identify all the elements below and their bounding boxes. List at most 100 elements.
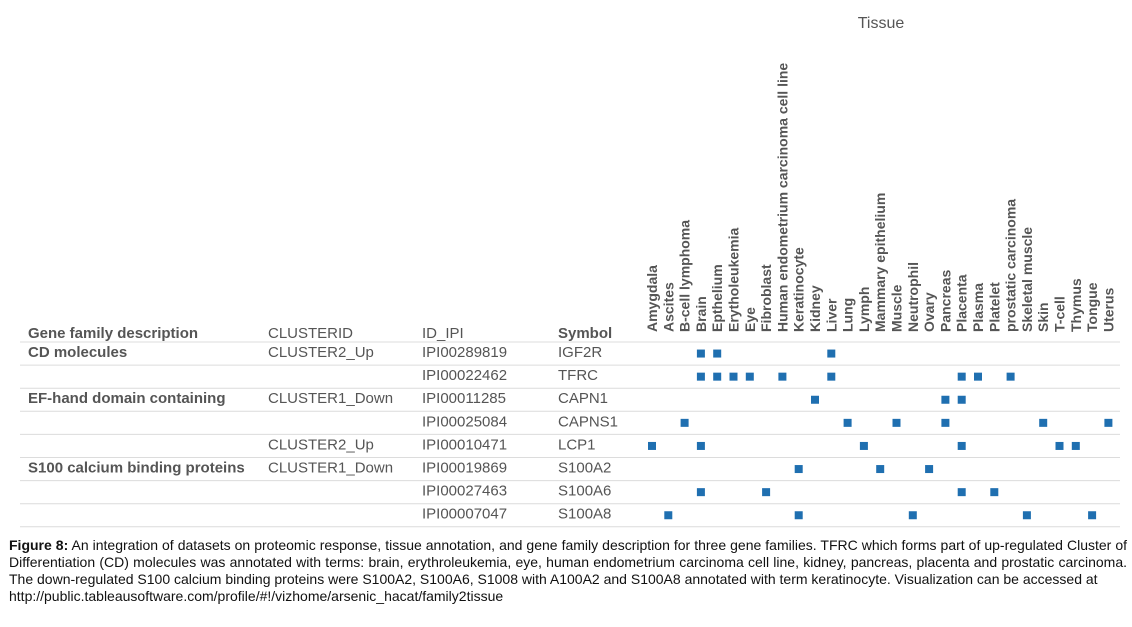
marker-s100a2-keratinocyte [794, 465, 803, 474]
cell-symbol: TFRC [558, 367, 598, 384]
marker-s100a6-brain [696, 488, 705, 497]
header-symbol: Symbol [558, 325, 612, 342]
cell-clusterid: CLUSTER1_Down [268, 390, 393, 407]
tissue-label-skin: Skin [1035, 302, 1051, 332]
cell-symbol: IGF2R [558, 344, 602, 361]
marker-tfrc-brain [696, 372, 705, 381]
tissue-label-ascites: Ascites [660, 282, 676, 332]
marker-s100a2-mammary-epithelium [876, 465, 885, 474]
marker-capns1-muscle [892, 418, 901, 427]
row-dividers [20, 341, 1120, 528]
tissue-markers [648, 349, 1113, 520]
tissue-labels: Amygdala Ascites B-cell lymphoma Brain Epthe… [644, 63, 1116, 332]
marker-capns1-uterus [1104, 418, 1113, 427]
marker-tfrc-eye [745, 372, 754, 381]
cell-symbol: CAPNS1 [558, 413, 618, 430]
cell-clusterid: CLUSTER1_Down [268, 460, 393, 477]
marker-s100a8-skeletal-muscle [1022, 511, 1031, 520]
tissue-label-skeletal-muscle: Skeletal muscle [1019, 227, 1035, 332]
table-rows: CD molecules CLUSTER2_Up IPI00289819 IGF2R I… [28, 344, 618, 523]
cell-id-ipi: IPI00025084 [422, 413, 507, 430]
marker-capns1-b-cell-lymphoma [680, 418, 689, 427]
cell-symbol: CAPN1 [558, 390, 608, 407]
cell-clusterid: CLUSTER2_Up [268, 436, 374, 453]
marker-igf2r-epthelium [713, 349, 722, 358]
tissue-label-liver: Liver [823, 298, 839, 332]
cell-symbol: S100A2 [558, 460, 611, 477]
column-headers: Gene family description CLUSTERID ID_IPI… [28, 325, 612, 342]
marker-tfrc-plasma [974, 372, 982, 381]
tissue-label-kidney: Kidney [807, 285, 823, 332]
marker-tfrc-placenta [957, 372, 966, 381]
tissue-label-b-cell-lymphoma: B-cell lymphoma [677, 220, 693, 332]
cell-id-ipi: IPI00010471 [422, 436, 507, 453]
tissue-label-platelet: Platelet [986, 282, 1002, 332]
tissue-label-ovary: Ovary [921, 292, 937, 332]
tissue-label-eye: Eye [742, 307, 758, 332]
header-id-ipi: ID_IPI [422, 325, 464, 342]
marker-tfrc-liver [827, 372, 836, 381]
tissue-label-lung: Lung [840, 298, 856, 332]
header-gene-family: Gene family description [28, 325, 198, 342]
tissue-label-amygdala: Amygdala [644, 265, 660, 332]
tissue-label-mammary-epithelium: Mammary epithelium [872, 193, 888, 332]
cell-id-ipi: IPI00027463 [422, 483, 507, 500]
cell-clusterid: CLUSTER2_Up [268, 344, 374, 361]
tissue-label-brain: Brain [693, 296, 709, 332]
family-tissue-chart: Tissue Amygdala Ascites B-cell lymphoma Bra… [20, 15, 1120, 528]
marker-capns1-pancreas [941, 418, 950, 427]
cell-id-ipi: IPI00289819 [422, 344, 507, 361]
tissue-label-fibroblast: Fibroblast [758, 264, 774, 332]
marker-s100a8-ascites [664, 511, 673, 520]
cell-symbol: LCP1 [558, 436, 596, 453]
marker-tfrc-prostatic-carcinoma [1006, 372, 1015, 381]
tissue-label-t-cell: T-cell [1052, 296, 1068, 332]
tissue-label-epthelium: Epthelium [709, 264, 725, 332]
cell-gene-family: EF-hand domain containing [28, 390, 226, 407]
marker-tfrc-epthelium [713, 372, 722, 381]
marker-lcp1-thymus [1071, 441, 1080, 450]
cell-gene-family: CD molecules [28, 344, 127, 361]
tissue-label-pancreas: Pancreas [937, 270, 953, 332]
marker-capn1-pancreas [941, 395, 950, 404]
marker-lcp1-brain [696, 441, 705, 450]
caption-lead: Figure 8: [9, 537, 69, 553]
caption-text: An integration of datasets on proteomic … [9, 537, 1128, 587]
cell-id-ipi: IPI00007047 [422, 506, 507, 523]
figure-caption: Figure 8: An integration of datasets on … [9, 537, 1127, 605]
tissue-label-erytholeukemia: Erytholeukemia [726, 228, 742, 332]
tissue-label-lymph: Lymph [856, 287, 872, 332]
marker-s100a8-keratinocyte [794, 511, 803, 520]
marker-igf2r-liver [827, 349, 836, 358]
marker-lcp1-placenta [957, 441, 966, 450]
tissue-label-tongue: Tongue [1084, 282, 1100, 332]
marker-tfrc-erytholeukemia [729, 372, 738, 381]
marker-capns1-skin [1039, 418, 1048, 427]
tissue-axis-title: Tissue [858, 15, 905, 32]
tissue-label-keratinocyte: Keratinocyte [791, 247, 807, 332]
marker-capn1-placenta [957, 395, 966, 404]
marker-s100a8-tongue [1088, 511, 1097, 520]
cell-id-ipi: IPI00019869 [422, 460, 507, 477]
tissue-label-human-endometrium-carcinoma-cell-line: Human endometrium carcinoma cell line [774, 63, 790, 332]
cell-symbol: S100A8 [558, 506, 611, 523]
marker-s100a6-placenta [957, 488, 966, 497]
header-clusterid: CLUSTERID [268, 325, 353, 342]
marker-lcp1-amygdala [648, 441, 656, 450]
cell-id-ipi: IPI00022462 [422, 367, 507, 384]
marker-s100a8-neutrophil [908, 511, 917, 520]
cell-symbol: S100A6 [558, 483, 611, 500]
tissue-label-neutrophil: Neutrophil [905, 262, 921, 332]
marker-lcp1-t-cell [1055, 441, 1064, 450]
tissue-label-thymus: Thymus [1068, 278, 1084, 332]
marker-igf2r-brain [696, 349, 705, 358]
tissue-label-uterus: Uterus [1100, 287, 1116, 332]
marker-lcp1-lymph [859, 441, 868, 450]
tissue-label-placenta: Placenta [954, 274, 970, 332]
cell-gene-family: S100 calcium binding proteins [28, 460, 245, 477]
caption-url: http://public.tableausoftware.com/profil… [9, 588, 504, 604]
marker-s100a6-platelet [990, 488, 999, 497]
marker-capns1-lung [843, 418, 852, 427]
cell-id-ipi: IPI00011285 [422, 390, 506, 407]
tissue-label-muscle: Muscle [889, 284, 905, 332]
